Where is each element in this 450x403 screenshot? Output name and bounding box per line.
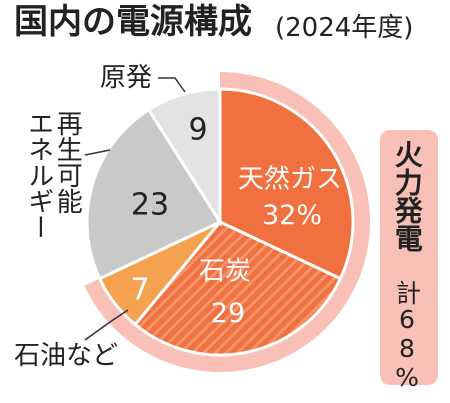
annotation-label: 火力発電 <box>390 140 424 252</box>
title: 国内の電源構成 <box>14 2 252 42</box>
pie-slice <box>133 220 343 357</box>
value-label: 32% <box>261 200 323 232</box>
annotation-box <box>380 130 438 385</box>
value-label: 29 <box>210 298 246 330</box>
pie-slice <box>218 87 355 281</box>
annotation-value: 計68% <box>392 280 422 392</box>
subtitle: (2024年度) <box>275 13 414 43</box>
category-label: 天然ガス <box>237 164 343 195</box>
leader-line <box>158 77 186 93</box>
value-label: 23 <box>130 187 170 223</box>
pie-slice <box>85 107 223 281</box>
value-label: 9 <box>188 112 208 148</box>
category-label: 原発 <box>100 63 153 93</box>
category-label: 再生可能 エネルギー <box>23 110 83 240</box>
leader-line <box>84 149 111 156</box>
leader-line <box>84 309 129 341</box>
pie-slice <box>146 87 222 228</box>
category-label: 石炭 <box>198 256 252 287</box>
value-label: 7 <box>130 272 150 308</box>
category-label: 石油など <box>14 341 119 371</box>
